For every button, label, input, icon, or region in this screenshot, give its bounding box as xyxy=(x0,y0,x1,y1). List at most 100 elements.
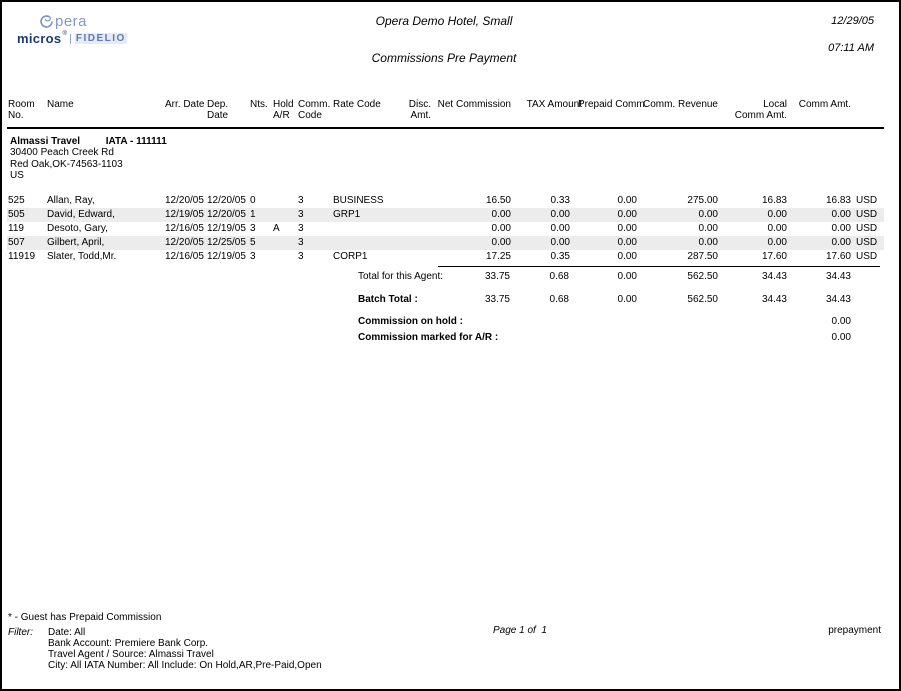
cell-arr: 12/16/05 xyxy=(165,251,204,262)
page-number: Page 1 of 1 xyxy=(493,625,547,636)
cell-tax-amount: 0.35 xyxy=(550,251,570,262)
cell-arr: 12/20/05 xyxy=(165,237,204,248)
commission-marked-ar-row: Commission marked for A/R : 0.00 xyxy=(2,332,899,344)
commissions-table: Room No. Name Arr. Date Dep. Date Nts. Hol… xyxy=(7,97,884,264)
col-header-tax-amount: TAX Amount xyxy=(511,97,582,129)
batch-total-prepaid: 0.00 xyxy=(617,294,637,305)
print-date: 12/29/05 xyxy=(831,15,874,27)
cell-rate-code: BUSINESS xyxy=(333,195,384,206)
agent-total-comm-amt: 34.43 xyxy=(825,271,851,282)
cell-dep: 12/20/05 xyxy=(207,195,246,206)
opera-swirl-icon xyxy=(40,15,53,28)
cell-net-commission: 0.00 xyxy=(491,223,511,234)
agent-total-label: Total for this Agent: xyxy=(358,271,444,282)
cell-disc-amt xyxy=(402,250,431,264)
batch-total-net: 33.75 xyxy=(484,294,510,305)
cell-hold: A xyxy=(273,223,280,234)
table-row: 505 David, Edward, 12/19/05 12/20/05 1 3… xyxy=(7,208,884,222)
cell-arr: 12/19/05 xyxy=(165,209,204,220)
cell-arr: 12/16/05 xyxy=(165,223,204,234)
agent-total-row: Total for this Agent: 33.75 0.68 0.00 56… xyxy=(2,271,899,283)
agent-info: Almassi Travel IATA - 111111 30400 Peach… xyxy=(10,136,167,181)
col-header-comm-code: Comm. Code xyxy=(297,97,332,129)
cell-comm-amt: 0.00 xyxy=(831,237,851,248)
registered-mark: ® xyxy=(62,31,67,37)
agent-total-tax: 0.68 xyxy=(549,271,569,282)
cell-name: Gilbert, April, xyxy=(47,237,105,248)
cell-tax-amount: 0.00 xyxy=(550,237,570,248)
table-row: 507 Gilbert, April, 12/20/05 12/25/05 5 … xyxy=(7,236,884,250)
table-row: 11919 Slater, Todd,Mr. 12/16/05 12/19/05… xyxy=(7,250,884,264)
cell-currency: USD xyxy=(856,237,878,248)
col-header-local-comm-amt: Local Comm Amt. xyxy=(718,97,787,129)
agent-total-revenue: 562.50 xyxy=(687,271,718,282)
cell-prepaid-comm: 0.00 xyxy=(617,223,637,234)
cell-comm-amt: 0.00 xyxy=(831,223,851,234)
cell-comm-code: 3 xyxy=(298,209,304,220)
cell-rate-code xyxy=(332,236,402,250)
report-title: Commissions Pre Payment xyxy=(371,51,517,65)
col-header-hold-ar: Hold A/R xyxy=(272,97,297,129)
cell-arr: 12/20/05 xyxy=(165,195,204,206)
col-header-rate-code: Rate Code xyxy=(332,97,402,129)
column-header-row: Room No. Name Arr. Date Dep. Date Nts. Hol… xyxy=(7,97,884,129)
opera-logo-text: pera xyxy=(55,13,88,30)
commission-on-hold-row: Commission on hold : 0.00 xyxy=(2,316,899,328)
cell-disc-amt xyxy=(402,222,431,236)
cell-comm-amt: 16.83 xyxy=(825,195,851,206)
cell-disc-amt xyxy=(402,194,431,208)
hotel-name: Opera Demo Hotel, Small xyxy=(375,14,513,28)
cell-net-commission: 17.25 xyxy=(485,251,511,262)
col-header-currency xyxy=(851,97,884,129)
batch-total-comm-amt: 34.43 xyxy=(825,294,851,305)
cell-name: Slater, Todd,Mr. xyxy=(47,251,117,262)
cell-currency: USD xyxy=(856,251,878,262)
commission-marked-ar-label: Commission marked for A/R : xyxy=(358,332,499,343)
cell-room: 119 xyxy=(8,223,24,234)
cell-local-comm-amt: 0.00 xyxy=(767,209,787,220)
cell-name: Allan, Ray, xyxy=(47,195,95,206)
cell-comm-revenue: 275.00 xyxy=(687,195,718,206)
cell-tax-amount: 0.00 xyxy=(550,223,570,234)
cell-dep: 12/19/05 xyxy=(207,251,246,262)
col-header-arr-date: Arr. Date xyxy=(164,97,206,129)
cell-nts: 3 xyxy=(250,223,256,234)
cell-hold xyxy=(272,236,297,250)
cell-comm-code: 3 xyxy=(298,195,304,206)
cell-hold xyxy=(272,194,297,208)
cell-comm-code: 3 xyxy=(298,251,304,262)
col-header-dep-date: Dep. Date xyxy=(206,97,248,129)
cell-currency: USD xyxy=(856,209,878,220)
cell-comm-revenue: 0.00 xyxy=(698,237,718,248)
agent-total-prepaid: 0.00 xyxy=(617,271,637,282)
cell-prepaid-comm: 0.00 xyxy=(617,251,637,262)
agent-total-net: 33.75 xyxy=(484,271,510,282)
col-header-comm-amt: Comm Amt. xyxy=(787,97,851,129)
opera-micros-fidelio-logo: pera micros ® FIDELIO xyxy=(17,13,127,46)
micros-logo-text: micros xyxy=(17,31,62,46)
cell-local-comm-amt: 0.00 xyxy=(767,223,787,234)
cell-prepaid-comm: 0.00 xyxy=(617,209,637,220)
totals-divider-line xyxy=(438,266,880,267)
fidelio-logo-text: FIDELIO xyxy=(74,33,127,44)
cell-dep: 12/20/05 xyxy=(207,209,246,220)
batch-total-local: 34.43 xyxy=(761,294,787,305)
batch-total-row: Batch Total : 33.75 0.68 0.00 562.50 34.… xyxy=(2,294,899,306)
cell-hold xyxy=(272,208,297,222)
cell-nts: 3 xyxy=(250,251,256,262)
cell-comm-code: 3 xyxy=(298,237,304,248)
col-header-name: Name xyxy=(46,97,164,129)
cell-comm-revenue: 0.00 xyxy=(698,209,718,220)
cell-currency: USD xyxy=(856,223,878,234)
cell-rate-code xyxy=(332,222,402,236)
cell-local-comm-amt: 17.60 xyxy=(761,251,787,262)
col-header-disc-amt: Disc. Amt. xyxy=(402,97,431,129)
cell-tax-amount: 0.00 xyxy=(550,209,570,220)
commission-on-hold-label: Commission on hold : xyxy=(358,316,463,327)
cell-nts: 1 xyxy=(250,209,256,220)
report-code: prepayment xyxy=(828,625,881,636)
batch-total-tax: 0.68 xyxy=(549,294,569,305)
logo-divider xyxy=(69,33,71,44)
cell-local-comm-amt: 16.83 xyxy=(761,195,787,206)
cell-comm-code: 3 xyxy=(298,223,304,234)
